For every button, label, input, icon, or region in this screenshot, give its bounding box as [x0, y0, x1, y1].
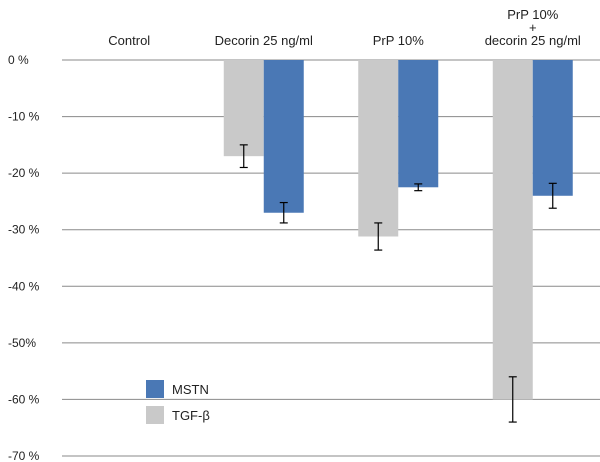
bar-tgf-beta	[492, 60, 533, 400]
y-tick-label: -60 %	[8, 392, 40, 406]
error-bar	[508, 376, 517, 423]
error-bar	[279, 201, 288, 224]
y-tick-label: 0 %	[8, 53, 29, 67]
legend-swatch	[146, 380, 164, 398]
bar-tgf-beta	[223, 60, 264, 157]
category-label: PrP 10%	[507, 7, 559, 22]
bars	[223, 60, 573, 400]
gridlines	[62, 59, 600, 457]
y-tick-label: -40 %	[8, 279, 40, 293]
category-label: +	[529, 20, 537, 35]
y-tick-label: -30 %	[8, 223, 40, 237]
category-labels: Control Decorin 25 ng/ml PrP 10%PrP 10%+de…	[108, 7, 581, 48]
category-label: PrP 10%	[373, 33, 425, 48]
error-bar	[548, 182, 557, 209]
category-label: Control	[108, 33, 150, 48]
bar-mstn	[532, 60, 573, 196]
error-bar	[239, 144, 248, 169]
y-tick-label: -20 %	[8, 166, 40, 180]
legend-label: MSTN	[172, 382, 209, 397]
bar-tgf-beta	[358, 60, 399, 237]
y-tick-label: -10 %	[8, 110, 40, 124]
legend-label: TGF-β	[172, 408, 210, 423]
category-label: Decorin 25 ng/ml	[215, 33, 313, 48]
y-axis-tick-labels: 0 % -10 % -20 % -30 % -40 % -50% -60 % -70 %	[8, 53, 40, 462]
legend-swatch	[146, 406, 164, 424]
y-tick-label: -70 %	[8, 449, 40, 462]
legend: MSTN TGF-β	[146, 380, 210, 424]
error-bar	[374, 222, 383, 251]
category-label: decorin 25 ng/ml	[485, 33, 581, 48]
bar-mstn	[398, 60, 439, 188]
error-bar	[414, 183, 423, 192]
bar-mstn	[263, 60, 304, 213]
error-bars	[239, 144, 557, 423]
y-tick-label: -50%	[8, 336, 36, 350]
